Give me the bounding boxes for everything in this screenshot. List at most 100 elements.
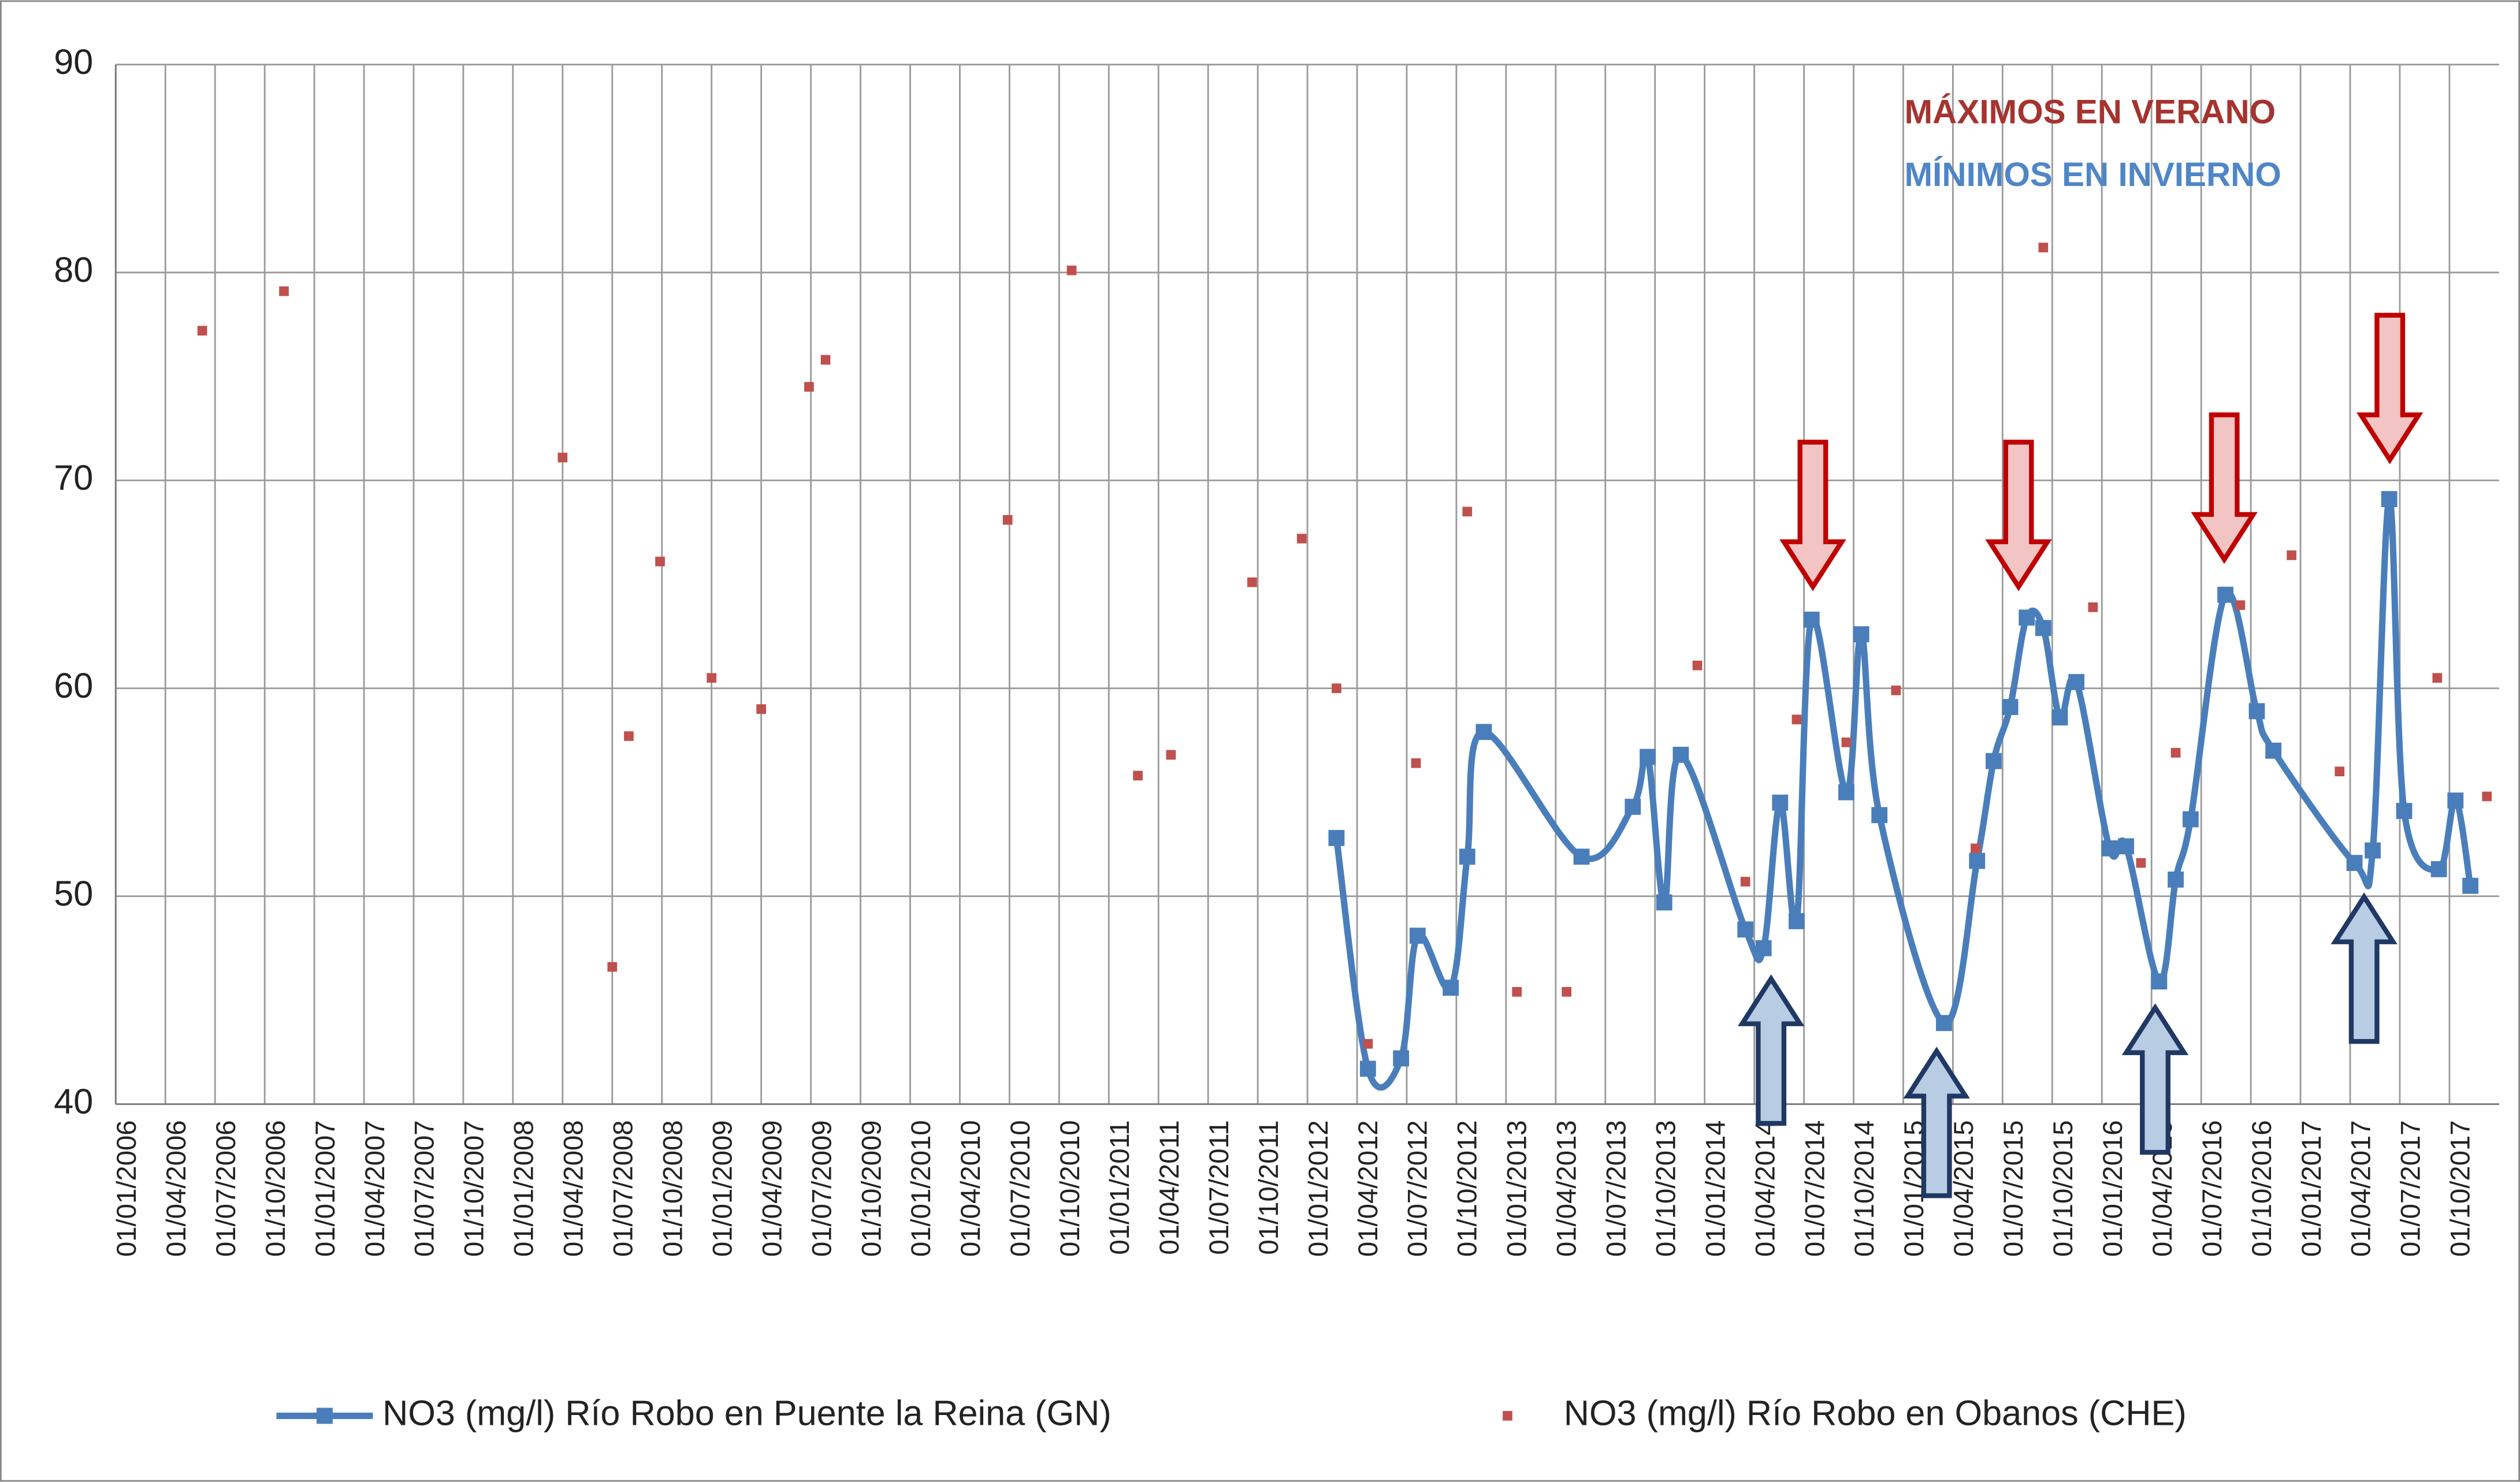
x-tick-label: 01/01/2008 [509,1120,540,1257]
x-tick-label: 01/04/2010 [956,1120,986,1257]
x-tick-label: 01/01/2016 [2098,1120,2128,1257]
point [1803,612,1820,628]
y-tick-label: 80 [54,250,93,289]
point [1969,852,1986,869]
point [1841,738,1852,747]
point [2168,872,2184,888]
point [1755,940,1772,956]
x-tick-label: 01/04/2015 [1949,1120,1979,1257]
y-tick-label: 70 [54,458,93,497]
point [1328,830,1345,846]
point [655,556,665,567]
point [1789,913,1805,929]
point [1002,515,1013,525]
point [1409,928,1426,944]
point [2151,973,2168,990]
point [2432,673,2443,683]
arrow-down [1985,440,2052,591]
point [1871,807,1888,824]
point [2118,838,2134,855]
point [1625,799,1641,815]
point [1562,986,1572,997]
x-tick-label: 01/07/2016 [2197,1120,2228,1257]
point [1359,1060,1376,1077]
point [1838,784,1854,800]
x-tick-label: 01/07/2015 [1998,1120,2029,1257]
point [1443,980,1459,996]
legend-marker [1503,1411,1512,1421]
x-tick-label: 01/07/2010 [1005,1120,1036,1257]
point [2235,600,2246,610]
arrow-up [1737,974,1805,1126]
point [1772,794,1789,811]
point [756,704,766,714]
point [1166,750,1176,760]
x-tick-label: 01/07/2008 [608,1120,639,1257]
point [1332,683,1341,694]
point [2430,861,2447,877]
x-tick-label: 01/01/2009 [707,1120,738,1257]
point [1296,534,1307,543]
point [2447,792,2464,809]
point [607,962,618,972]
point [1512,986,1522,997]
x-tick-label: 01/07/2007 [410,1120,440,1257]
x-tick-label: 01/04/2017 [2346,1120,2377,1257]
x-tick-label: 01/10/2007 [459,1120,490,1257]
point [1363,1038,1373,1049]
x-tick-label: 01/01/2013 [1502,1120,1533,1257]
point [2002,699,2019,716]
point [2462,877,2478,894]
x-tick-label: 01/10/2009 [856,1120,887,1257]
point [197,326,207,336]
legend: NO3 (mg/l) Río Robo en Puente la Reina (… [276,1394,2187,1433]
x-tick-label: 01/07/2013 [1601,1120,1631,1257]
x-tick-label: 01/04/2007 [360,1120,391,1257]
point [2381,491,2398,508]
point [1656,894,1672,911]
point [2088,602,2098,612]
point [1692,660,1703,671]
point [2248,703,2265,720]
point [1459,848,1475,865]
point [624,731,634,741]
x-tick-label: 01/04/2008 [559,1120,589,1257]
x-tick-label: 01/04/2009 [757,1120,787,1257]
point [707,673,717,683]
grid: 40 50 60 70 80 90 01/01/2006 01/04/2006 01/07/20… [54,42,2499,1257]
legend-label: NO3 (mg/l) Río Robo en Puente la Reina (… [382,1394,1112,1433]
x-tick-label: 01/10/2014 [1849,1120,1880,1257]
point [1411,758,1421,768]
arrow-down [2356,312,2424,464]
x-tick-label: 01/10/2013 [1651,1120,1681,1257]
point [1640,749,1656,765]
x-tick-label: 01/10/2011 [1254,1120,1284,1255]
point [1853,626,1869,643]
point [2265,742,2282,759]
point [1573,848,1590,865]
x-tick-label: 01/07/2006 [211,1120,241,1257]
point [1393,1050,1410,1067]
arrow-down [2191,412,2258,564]
x-tick-label: 01/10/2010 [1055,1120,1086,1257]
arrow-up [2121,1003,2189,1155]
point [2346,855,2363,872]
legend-marker [317,1407,333,1424]
point [2035,620,2051,636]
y-tick-label: 40 [54,1082,93,1121]
point [2396,803,2413,820]
x-tick-label: 01/10/2008 [657,1120,688,1257]
annotation: MÍNIMOS EN INVIERNO [1905,155,2281,193]
point [1791,714,1802,725]
x-tick-label: 01/07/2017 [2396,1120,2426,1257]
arrow-up [2331,892,2398,1044]
point [2287,550,2296,560]
x-tick-label: 01/07/2009 [806,1120,837,1257]
x-tick-label: 01/10/2017 [2445,1120,2476,1257]
point [804,382,814,392]
x-tick-label: 01/10/2015 [2048,1120,2079,1257]
point [1462,507,1473,517]
marks [197,243,2492,1091]
point [2217,586,2233,603]
